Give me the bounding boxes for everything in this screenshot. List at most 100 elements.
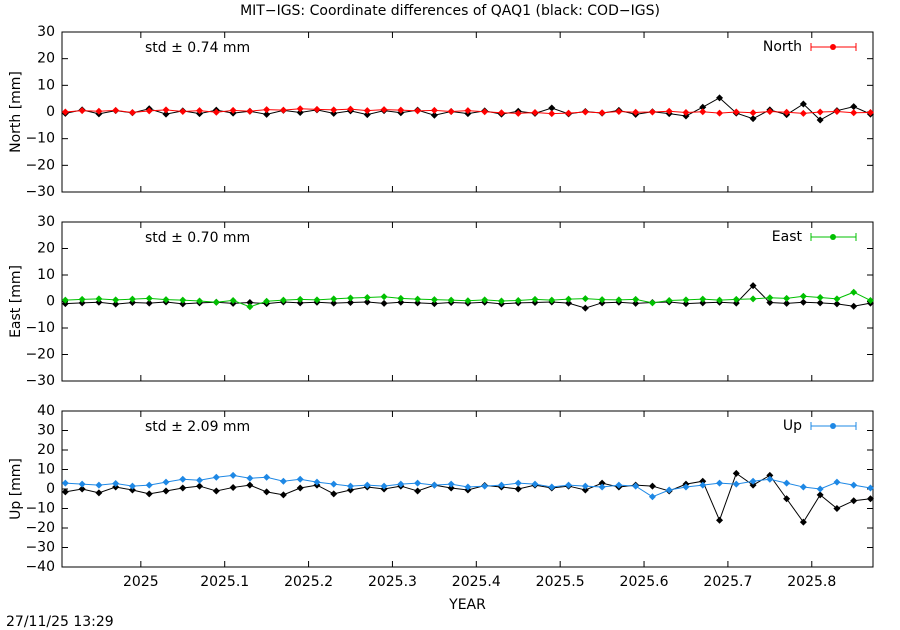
data-point [732, 295, 740, 303]
x-tick-label: 2025 [123, 574, 159, 590]
data-point [866, 109, 874, 117]
y-tick-label: −30 [25, 184, 55, 200]
data-point [648, 299, 656, 307]
data-point [716, 94, 724, 102]
data-point [296, 484, 304, 492]
x-tick-label: 2025.2 [284, 574, 333, 590]
data-point [430, 481, 438, 489]
y-tick-label: 10 [37, 267, 55, 283]
chart-title: MIT−IGS: Coordinate differences of QAQ1 … [240, 3, 660, 19]
data-point [749, 477, 757, 485]
y-tick-label: 30 [37, 214, 55, 230]
data-point [397, 298, 405, 306]
data-point [464, 107, 472, 115]
data-point [514, 109, 522, 117]
data-point [145, 481, 153, 489]
data-point [279, 491, 287, 499]
data-point [229, 471, 237, 479]
data-point [615, 107, 623, 115]
data-point [699, 477, 707, 485]
data-point [766, 471, 774, 479]
data-point [799, 292, 807, 300]
data-point [196, 476, 204, 484]
data-point [145, 299, 153, 307]
data-point [363, 111, 371, 119]
data-point [565, 295, 573, 303]
data-point [380, 299, 388, 307]
data-point [279, 106, 287, 114]
data-point [548, 483, 556, 491]
y-tick-label: −20 [25, 520, 55, 536]
data-point [481, 482, 489, 490]
data-point [799, 109, 807, 117]
data-point [112, 296, 120, 304]
y-tick-label: 20 [37, 51, 55, 67]
data-point [783, 108, 791, 116]
data-point [598, 109, 606, 117]
data-point [816, 294, 824, 302]
data-point [162, 487, 170, 495]
data-point [565, 481, 573, 489]
data-point [61, 296, 69, 304]
data-point [816, 491, 824, 499]
data-point [212, 108, 220, 116]
data-point [397, 106, 405, 114]
data-point [447, 296, 455, 304]
data-point [397, 294, 405, 302]
data-point [682, 300, 690, 308]
data-point [799, 483, 807, 491]
data-point [581, 108, 589, 116]
data-point [799, 298, 807, 306]
data-point [78, 107, 86, 115]
data-point [128, 295, 136, 303]
data-point [263, 110, 271, 118]
y-tick-label: 20 [37, 442, 55, 458]
y-tick-label: −20 [25, 347, 55, 363]
data-point [196, 107, 204, 115]
y-tick-label: −10 [25, 320, 55, 336]
y-tick-label: −30 [25, 373, 55, 389]
data-point [699, 481, 707, 489]
y-tick-label: 0 [46, 481, 55, 497]
data-point [229, 483, 237, 491]
data-point [397, 480, 405, 488]
data-point [514, 485, 522, 493]
y-tick-label: −20 [25, 157, 55, 173]
data-point [78, 480, 86, 488]
data-point [61, 488, 69, 496]
std-annotation: std ± 0.70 mm [145, 230, 250, 246]
data-point [313, 478, 321, 486]
data-point [246, 474, 254, 482]
data-point [145, 490, 153, 498]
data-point [95, 107, 103, 115]
data-point [497, 297, 505, 305]
data-point [581, 482, 589, 490]
y-tick-label: −40 [25, 559, 55, 575]
data-point [481, 296, 489, 304]
data-point [531, 295, 539, 303]
data-point [330, 106, 338, 114]
data-point [61, 108, 69, 116]
data-point [531, 109, 539, 117]
y-tick-label: 10 [37, 462, 55, 478]
data-point [95, 489, 103, 497]
data-point [263, 488, 271, 496]
data-point [783, 479, 791, 487]
data-point [665, 107, 673, 115]
data-point [598, 479, 606, 487]
data-point [95, 481, 103, 489]
data-point [766, 294, 774, 302]
data-point [414, 479, 422, 487]
legend-label: East [772, 229, 803, 245]
y-tick-label: −10 [25, 131, 55, 147]
data-point [430, 106, 438, 114]
data-point [749, 481, 757, 489]
data-point [699, 103, 707, 111]
data-point [565, 109, 573, 117]
data-point [749, 109, 757, 117]
data-point [263, 106, 271, 114]
y-tick-label: 30 [37, 24, 55, 40]
data-point [665, 486, 673, 494]
data-point [766, 107, 774, 115]
